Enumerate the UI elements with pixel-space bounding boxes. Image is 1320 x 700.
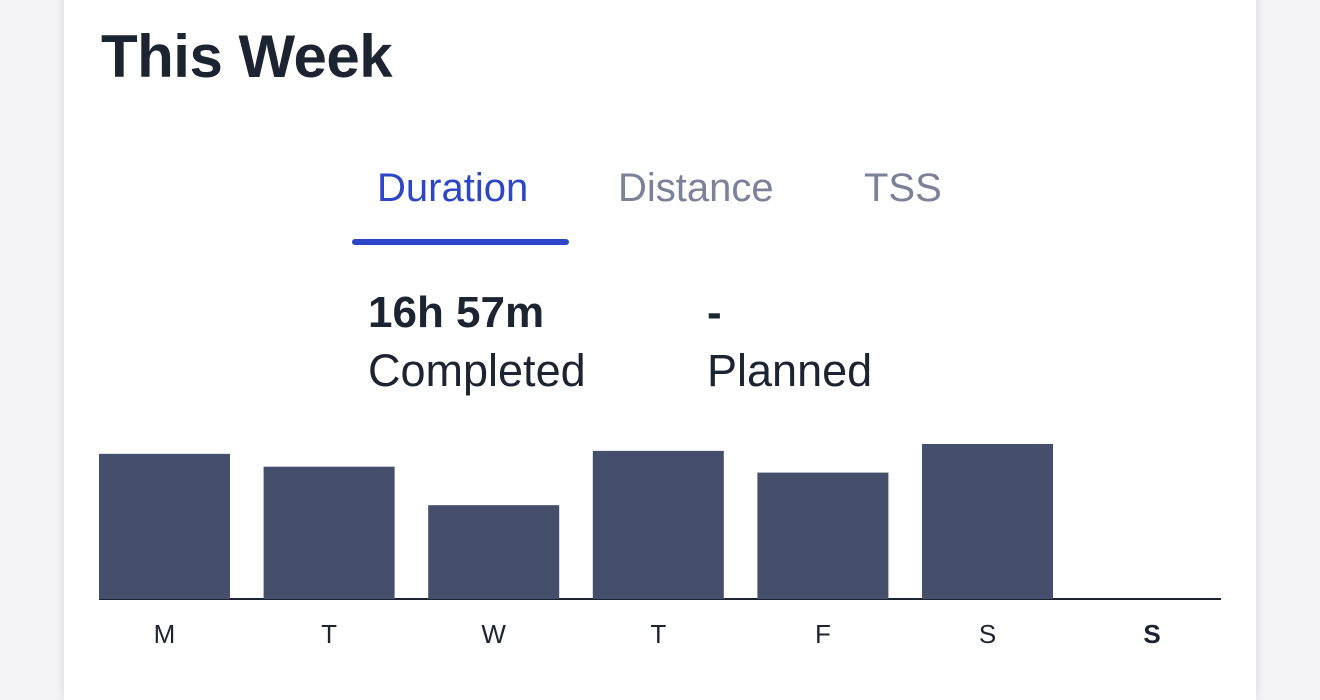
day-label-3: T <box>650 619 666 649</box>
card-title: This Week <box>101 23 393 90</box>
day-label-0: M <box>154 619 176 649</box>
bar-2[interactable] <box>428 505 560 599</box>
bar-1[interactable] <box>263 466 395 599</box>
planned-value: - <box>707 288 722 337</box>
bar-0[interactable] <box>99 453 230 599</box>
day-label-4: F <box>815 619 831 649</box>
bar-5[interactable] <box>922 443 1053 599</box>
active-tab-indicator <box>352 239 569 245</box>
day-label-6: S <box>1143 619 1160 649</box>
tab-distance[interactable]: Distance <box>618 166 774 210</box>
completed-label: Completed <box>368 345 586 396</box>
day-label-5: S <box>979 619 996 649</box>
day-label-1: T <box>321 619 337 649</box>
tab-duration[interactable]: Duration <box>377 166 529 210</box>
day-label-2: W <box>481 619 506 649</box>
tab-tss[interactable]: TSS <box>864 166 942 210</box>
bar-4[interactable] <box>757 472 889 599</box>
completed-value: 16h 57m <box>368 288 545 337</box>
bar-3[interactable] <box>592 450 724 599</box>
planned-label: Planned <box>707 345 873 396</box>
